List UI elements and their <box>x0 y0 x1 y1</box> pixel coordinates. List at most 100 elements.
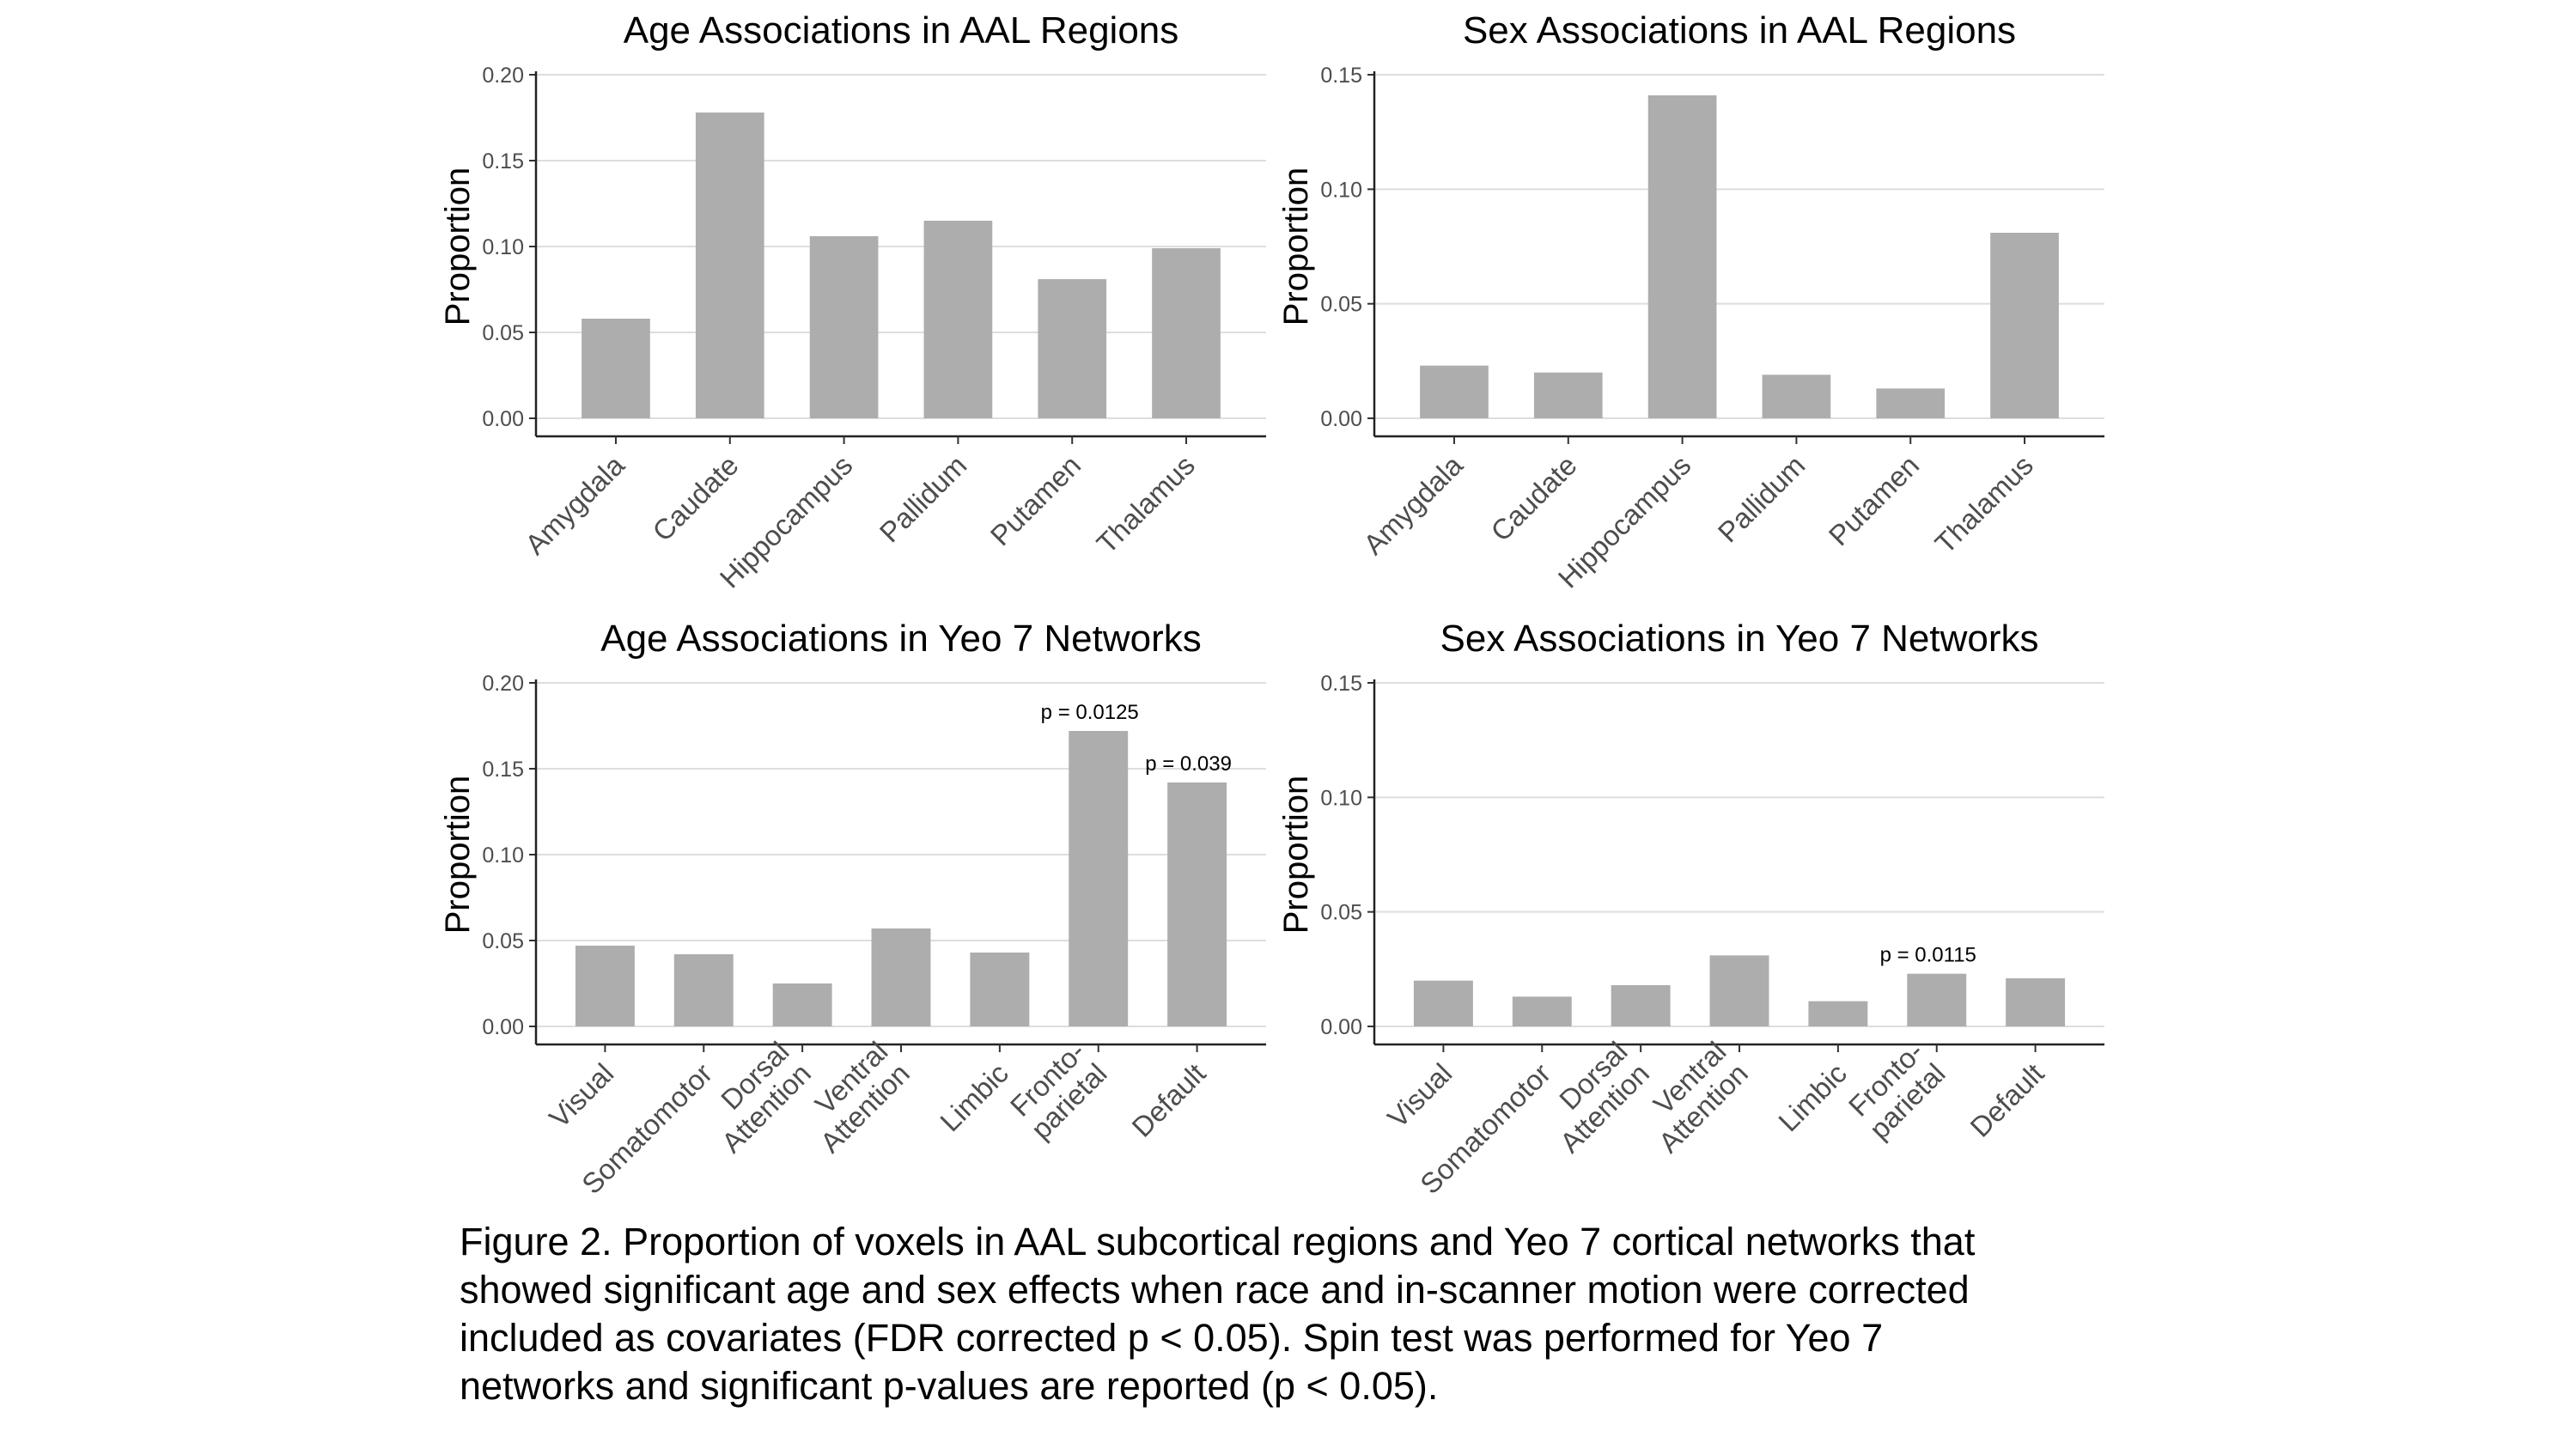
caption-line: included as covariates (FDR corrected p … <box>460 1316 1884 1360</box>
x-tick-label: Putamen <box>984 449 1087 552</box>
bar <box>673 954 734 1026</box>
x-tick-label-line: Limbic <box>1772 1057 1853 1138</box>
x-tick-label-line: Default <box>1125 1057 1211 1143</box>
x-tick-label: Fronto-parietal <box>1003 1035 1113 1145</box>
chart-panel: 0.00 0.05 0.10 0.15 Sex Associations in AAL … <box>1277 9 2104 594</box>
bar-annotation: p = 0.0125 <box>1041 701 1139 724</box>
x-tick-label-line: Putamen <box>984 449 1087 552</box>
caption-line: Figure 2. Proportion of voxels in AAL su… <box>460 1220 1976 1263</box>
y-tick-label: 0.05 <box>482 321 524 345</box>
caption-line: showed significant age and sex effects w… <box>460 1268 1970 1312</box>
bar <box>1533 372 1603 418</box>
x-tick-label: Caudate <box>1484 449 1582 547</box>
y-axis-label: Proportion <box>439 167 477 326</box>
bar <box>575 946 635 1026</box>
bar <box>1413 980 1473 1026</box>
x-tick-label: Thalamus <box>1928 449 2039 560</box>
bar <box>2006 978 2066 1026</box>
chart-title: Age Associations in Yeo 7 Networks <box>600 618 1202 660</box>
y-axis-label: Proportion <box>1277 776 1315 935</box>
x-tick-label: Default <box>1964 1057 2049 1143</box>
figure-caption: Figure 2. Proportion of voxels in AAL su… <box>460 1218 2177 1410</box>
bar <box>1152 248 1221 418</box>
x-tick-label-line: Pallidum <box>874 449 973 549</box>
figure-panels: 0.00 0.05 0.10 0.15 0.20 Age Associations in … <box>439 9 2104 1200</box>
bar <box>1038 279 1107 418</box>
x-tick-label: Limbic <box>934 1057 1014 1138</box>
x-tick-label: Visual <box>1381 1057 1458 1134</box>
x-tick-label-line: Visual <box>543 1057 619 1134</box>
y-axis-label: Proportion <box>439 776 477 935</box>
bar <box>582 319 650 418</box>
y-tick-label: 0.15 <box>482 149 524 174</box>
bar <box>1611 985 1671 1026</box>
bar <box>1876 388 1946 418</box>
x-tick-label-line: Putamen <box>1823 449 1926 552</box>
y-tick-label: 0.15 <box>1320 672 1362 696</box>
x-tick-label-line: Amygdala <box>1357 448 1469 560</box>
chart-title: Sex Associations in AAL Regions <box>1463 9 2016 52</box>
x-tick-label: Fronto-parietal <box>1842 1035 1952 1145</box>
x-tick-label-line: Limbic <box>934 1057 1014 1138</box>
bar-annotation: p = 0.0115 <box>1880 944 1976 967</box>
y-tick-label: 0.05 <box>1320 293 1362 317</box>
bar <box>1647 95 1717 418</box>
bar <box>772 983 832 1026</box>
bar <box>970 953 1030 1026</box>
bar <box>1808 1001 1868 1026</box>
x-tick-label: Limbic <box>1772 1057 1853 1138</box>
y-tick-label: 0.00 <box>482 407 524 431</box>
x-tick-label: Thalamus <box>1090 449 1201 560</box>
x-tick-label: Visual <box>543 1057 619 1134</box>
bar <box>1907 973 1967 1026</box>
x-tick-label: Caudate <box>646 449 744 547</box>
bar-annotation: p = 0.039 <box>1145 752 1232 776</box>
x-tick-label: DorsalAttention <box>693 1035 817 1159</box>
x-tick-label: Amygdala <box>1357 448 1469 560</box>
bar <box>1709 955 1769 1026</box>
bar <box>1069 731 1129 1026</box>
x-tick-label-line: Amygdala <box>519 448 630 560</box>
x-tick-label-line: Pallidum <box>1712 449 1812 549</box>
y-tick-label: 0.10 <box>482 235 524 259</box>
x-tick-label: VentralAttention <box>1630 1035 1754 1159</box>
x-tick-label: Putamen <box>1823 449 1926 552</box>
chart-panel: 0.00 0.05 0.10 0.15 0.20 Age Associations in … <box>439 618 1266 1200</box>
x-tick-label-line: Visual <box>1381 1057 1458 1134</box>
y-tick-label: 0.00 <box>1320 407 1362 431</box>
bar <box>1990 233 2059 418</box>
bar <box>1420 365 1489 418</box>
y-tick-label: 0.10 <box>1320 178 1362 202</box>
x-tick-label: Pallidum <box>1712 449 1812 549</box>
bar <box>1512 996 1572 1026</box>
bar <box>1762 374 1831 418</box>
x-tick-label-line: Thalamus <box>1090 449 1201 560</box>
chart-title: Sex Associations in Yeo 7 Networks <box>1440 618 2038 660</box>
x-tick-label: Default <box>1125 1057 1211 1143</box>
x-tick-label: Amygdala <box>519 448 630 560</box>
chart-panel: 0.00 0.05 0.10 0.15 0.20 Age Associations in … <box>439 9 1266 594</box>
x-tick-label-line: Caudate <box>1484 449 1582 547</box>
y-axis-label: Proportion <box>1277 167 1315 326</box>
y-tick-label: 0.20 <box>482 672 524 696</box>
y-tick-label: 0.15 <box>1320 64 1362 88</box>
x-tick-label-line: Default <box>1964 1057 2049 1143</box>
x-tick-label: Pallidum <box>874 449 973 549</box>
bar <box>923 221 993 418</box>
y-tick-label: 0.05 <box>1320 901 1362 925</box>
y-tick-label: 0.00 <box>1320 1015 1362 1039</box>
caption-line: networks and significant p-values are re… <box>460 1364 1439 1408</box>
chart-panel: 0.00 0.05 0.10 0.15 Sex Associations in Yeo … <box>1277 618 2104 1200</box>
y-tick-label: 0.10 <box>482 843 524 868</box>
y-tick-label: 0.20 <box>482 64 524 88</box>
y-tick-label: 0.05 <box>482 929 524 953</box>
y-tick-label: 0.10 <box>1320 786 1362 810</box>
x-tick-label: DorsalAttention <box>1532 1035 1655 1159</box>
x-tick-label-line: Caudate <box>646 449 744 547</box>
y-tick-label: 0.00 <box>482 1015 524 1039</box>
chart-title: Age Associations in AAL Regions <box>624 9 1179 52</box>
bar <box>1167 782 1227 1026</box>
x-tick-label: VentralAttention <box>792 1035 916 1159</box>
bar <box>871 928 931 1026</box>
x-tick-label-line: Thalamus <box>1928 449 2039 560</box>
